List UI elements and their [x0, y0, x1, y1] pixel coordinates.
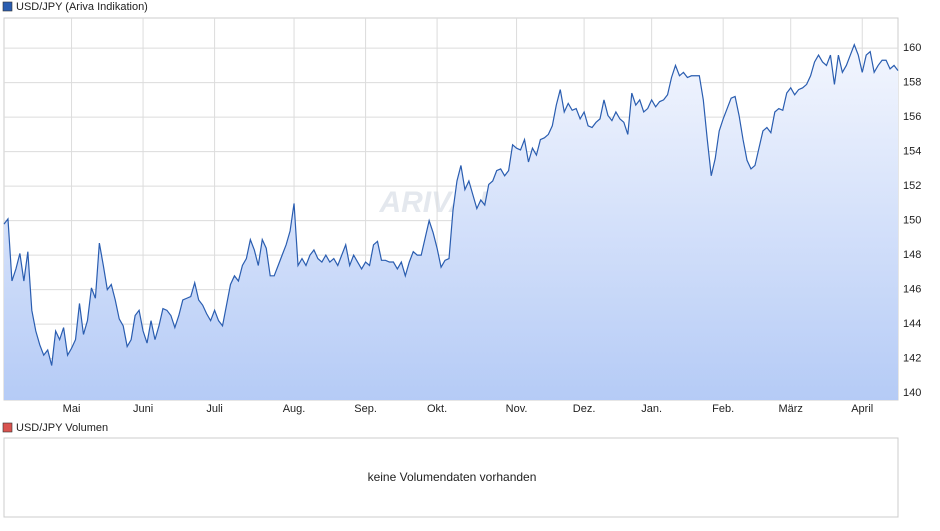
y-tick-label: 146 [903, 284, 921, 296]
legend-label: USD/JPY Volumen [16, 422, 108, 434]
area [4, 44, 898, 400]
legend-label: USD/JPY (Ariva Indikation) [16, 1, 148, 13]
x-tick-label: Sep. [354, 403, 377, 415]
volume-frame [3, 437, 899, 518]
y-tick-label: 144 [903, 318, 921, 330]
y-tick-label: 150 [903, 215, 921, 227]
y-tick-label: 142 [903, 353, 921, 365]
x-tick-label: Dez. [573, 403, 596, 415]
x-tick-label: Mai [63, 403, 81, 415]
legend-swatch [2, 1, 13, 12]
price-line [3, 43, 899, 366]
y-tick-label: 148 [903, 249, 921, 261]
y-tick-label: 154 [903, 146, 921, 158]
y-tick-label: 158 [903, 77, 921, 89]
x-tick-label: Juni [133, 403, 153, 415]
x-tick-label: März [778, 403, 802, 415]
layer: 140 142 144 146 148 150 152 154 156 158 160 Mai Juni… [2, 1, 921, 484]
y-tick-label: 140 [903, 387, 921, 399]
y-tick-label: 156 [903, 111, 921, 123]
x-tick-label: Okt. [427, 403, 447, 415]
x-tick-label: April [851, 403, 873, 415]
x-tick-label: Aug. [283, 403, 306, 415]
y-tick-label: 152 [903, 180, 921, 192]
x-tick-label: Nov. [506, 403, 528, 415]
x-tick-label: Juli [206, 403, 223, 415]
x-tick-label: Feb. [712, 403, 734, 415]
legend-swatch [2, 422, 13, 433]
y-tick-label: 160 [903, 42, 921, 54]
x-tick-label: Jan. [641, 403, 662, 415]
no-data-message: keine Volumendaten vorhanden [368, 470, 537, 484]
